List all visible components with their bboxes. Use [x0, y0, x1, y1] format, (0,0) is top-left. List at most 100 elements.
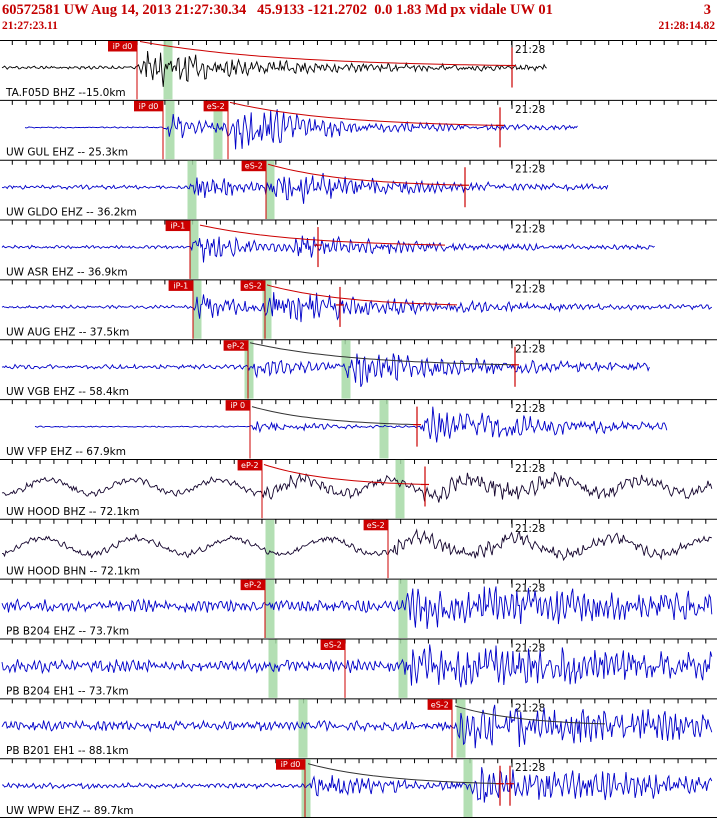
header: 60572581 UW Aug 14, 2013 21:27:30.34 45.… — [0, 0, 717, 40]
minute-time-label: 21:28 — [515, 44, 545, 56]
minute-time-label: 21:28 — [515, 104, 545, 116]
waveform[interactable] — [24, 109, 578, 150]
pick-window-band — [456, 699, 466, 758]
second-ticks — [11, 339, 707, 345]
minute-time-label: 21:28 — [515, 343, 545, 355]
second-ticks — [11, 279, 707, 285]
trace-row[interactable]: 21:28 iP d0 TA.F05D BHZ --15.0km — [0, 40, 717, 100]
waveform[interactable] — [1, 644, 713, 688]
pick-flag-label: iP 0 — [230, 401, 245, 410]
pick-flag-label: eS-2 — [207, 102, 225, 111]
pick-flag-label: iP-1 — [170, 222, 185, 231]
station-label: UW HOOD BHZ -- 72.1km — [6, 506, 140, 518]
station-label: UW GUL EHZ -- 25.3km — [6, 147, 128, 159]
second-ticks — [11, 519, 707, 524]
pick-flag[interactable]: eP-2 — [240, 579, 266, 638]
coda-duration-mark[interactable] — [336, 286, 344, 327]
second-ticks — [11, 160, 707, 165]
second-ticks — [11, 758, 707, 764]
second-ticks — [11, 459, 707, 464]
waveform[interactable] — [1, 353, 650, 387]
pick-window-band — [187, 160, 197, 220]
pick-window-band — [189, 220, 199, 279]
pick-window-band — [213, 100, 223, 160]
minute-time-label: 21:28 — [515, 463, 545, 475]
pick-flag[interactable]: eS-2 — [363, 519, 389, 579]
window-end-time: 21:28:14.82 — [658, 20, 715, 32]
second-ticks — [11, 698, 707, 704]
pick-flag[interactable]: iP-1 — [168, 280, 194, 339]
pick-flag[interactable]: iP 0 — [225, 400, 251, 459]
coda-duration-mark[interactable] — [496, 107, 504, 148]
pick-flag[interactable]: eS-2 — [241, 160, 267, 220]
pick-window-band — [379, 400, 389, 459]
trace-row[interactable]: 21:28 iP-1 eS-2 UW AUG EHZ -- 37.5km — [0, 279, 717, 339]
trace-row[interactable]: 21:28 eS-2 UW GLDO EHZ -- 36.2km — [0, 159, 717, 220]
coda-duration-mark[interactable] — [506, 765, 514, 806]
coda-duration-mark[interactable] — [511, 346, 519, 387]
pick-flag[interactable]: iP d0 — [276, 759, 306, 818]
trace-row[interactable]: 21:28 eS-2 UW HOOD BHN -- 72.1km — [0, 518, 717, 579]
minute-time-label: 21:28 — [515, 583, 545, 595]
event-title: 60572581 UW Aug 14, 2013 21:27:30.34 45.… — [2, 2, 553, 18]
coda-duration-mark[interactable] — [413, 406, 421, 447]
trace-row[interactable]: 21:28 eP-2 UW HOOD BHZ -- 72.1km — [0, 458, 717, 519]
waveform[interactable] — [1, 528, 712, 562]
pick-flag[interactable]: iP d0 — [108, 41, 138, 100]
trace-row[interactable]: 21:28 eP-2 PB B204 EHZ -- 73.7km — [0, 578, 717, 638]
coda-duration-mark[interactable] — [421, 466, 429, 507]
pick-flag[interactable]: eS-2 — [427, 699, 453, 758]
pick-flag[interactable]: eS-2 — [240, 280, 266, 339]
station-label: UW WPW EHZ -- 89.7km — [6, 805, 134, 817]
minute-time-label: 21:28 — [515, 702, 545, 714]
waveform[interactable] — [1, 50, 547, 87]
minute-time-label: 21:28 — [515, 643, 545, 655]
trace-row[interactable]: 21:28 eS-2 PB B201 EH1 -- 88.1km — [0, 698, 717, 758]
pick-window-band — [301, 759, 311, 818]
waveform[interactable] — [1, 704, 713, 749]
station-label: PB B201 EH1 -- 88.1km — [6, 745, 129, 757]
station-label: TA.F05D BHZ --15.0km — [5, 87, 126, 99]
minute-time-label: 21:28 — [515, 523, 545, 535]
waveform[interactable] — [34, 406, 668, 443]
second-ticks — [11, 399, 707, 405]
pick-window-band — [165, 100, 175, 160]
traces-canvas[interactable]: 21:28 iP d0 TA.F05D BHZ --15.0km 21:28 iP d0… — [0, 40, 717, 818]
coda-decay-curve — [251, 406, 418, 426]
waveform[interactable] — [1, 471, 713, 503]
station-label: UW HOOD BHN -- 72.1km — [6, 566, 140, 578]
pick-flag-label: iP d0 — [139, 102, 159, 111]
trace-row[interactable]: 21:28 iP 0 UW VFP EHZ -- 67.9km — [0, 399, 717, 459]
trace-row[interactable]: 21:28 eS-2 PB B204 EH1 -- 73.7km — [0, 638, 717, 698]
coda-duration-mark[interactable] — [314, 227, 322, 268]
coda-decay-curve — [249, 342, 516, 366]
pick-flag[interactable]: eS-2 — [320, 639, 346, 698]
pick-flag[interactable]: eS-2 — [203, 100, 229, 160]
pick-window-band — [163, 41, 173, 100]
trace-row[interactable]: 21:28 eP-2 UW VGB EHZ -- 58.4km — [0, 339, 717, 399]
trace-row[interactable]: 21:28 iP-1 UW ASR EHZ -- 36.9km — [0, 219, 717, 279]
waveform[interactable] — [1, 172, 609, 204]
waveform[interactable] — [1, 767, 713, 803]
waveform[interactable] — [1, 586, 713, 629]
trace-row[interactable]: 21:28 iP d0 eS-2 UW GUL EHZ -- 25.3km — [0, 99, 717, 160]
coda-decay-curve — [267, 163, 464, 186]
coda-duration-mark[interactable] — [496, 765, 504, 806]
station-label: UW GLDO EHZ -- 36.2km — [6, 207, 137, 219]
coda-duration-mark[interactable] — [508, 47, 516, 88]
coda-duration-mark[interactable] — [461, 167, 469, 208]
pick-flag-label: eS-2 — [324, 641, 342, 650]
coda-decay-curve — [307, 763, 504, 785]
waveform[interactable] — [1, 292, 713, 323]
trace-row[interactable]: 21:28 iP d0 UW WPW EHZ -- 89.7km — [0, 758, 717, 818]
second-ticks — [11, 220, 707, 225]
coda-decay-curve — [454, 705, 606, 725]
pick-flag-label: iP d0 — [113, 42, 133, 51]
pick-flag[interactable]: eP-2 — [223, 340, 249, 399]
pick-window-band — [192, 280, 202, 339]
pick-flag[interactable]: iP d0 — [134, 100, 164, 160]
pick-flag[interactable]: eP-2 — [237, 459, 263, 519]
pick-flag[interactable]: iP-1 — [165, 220, 191, 279]
waveform[interactable] — [1, 235, 655, 263]
title-row: 60572581 UW Aug 14, 2013 21:27:30.34 45.… — [0, 0, 717, 19]
